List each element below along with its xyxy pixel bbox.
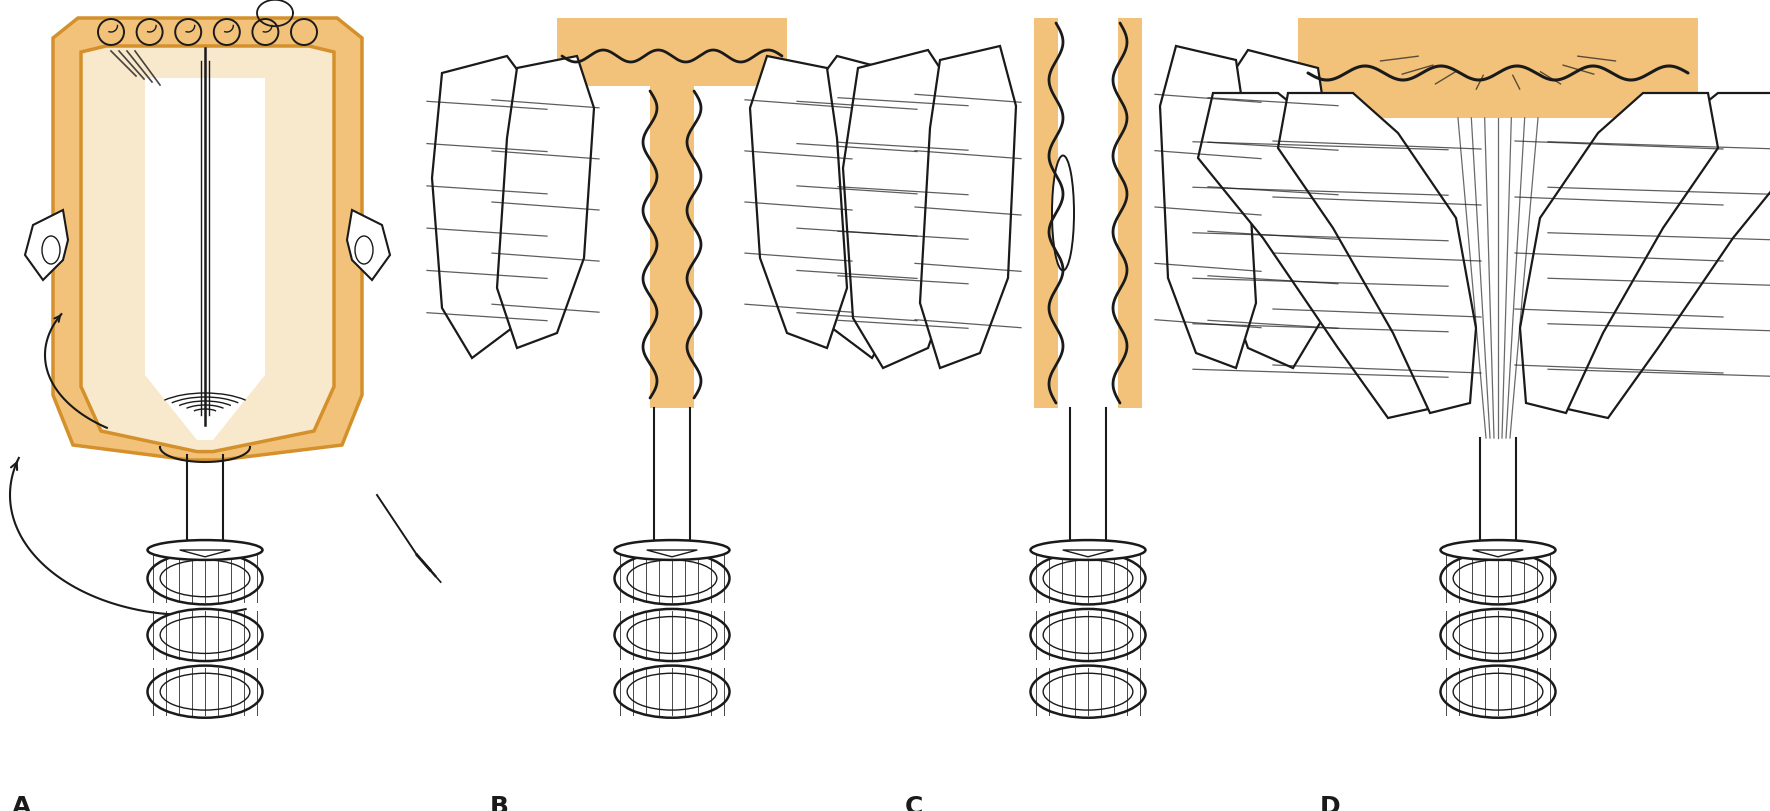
- Polygon shape: [1520, 93, 1719, 413]
- Polygon shape: [497, 56, 595, 348]
- Polygon shape: [432, 56, 542, 358]
- Ellipse shape: [1441, 666, 1556, 718]
- Ellipse shape: [147, 552, 262, 604]
- Ellipse shape: [1030, 540, 1145, 560]
- Polygon shape: [25, 210, 67, 280]
- Polygon shape: [1278, 93, 1476, 413]
- Ellipse shape: [147, 540, 262, 560]
- Polygon shape: [1034, 18, 1058, 408]
- Ellipse shape: [1051, 156, 1074, 271]
- Ellipse shape: [1030, 666, 1145, 718]
- Ellipse shape: [1441, 540, 1556, 560]
- Text: C: C: [904, 795, 924, 811]
- Text: B: B: [490, 795, 510, 811]
- Polygon shape: [1119, 18, 1142, 408]
- Ellipse shape: [1030, 552, 1145, 604]
- Ellipse shape: [147, 609, 262, 661]
- Polygon shape: [1212, 50, 1333, 368]
- Polygon shape: [1198, 93, 1443, 418]
- PathPatch shape: [53, 18, 363, 460]
- Ellipse shape: [1030, 609, 1145, 661]
- Polygon shape: [558, 18, 788, 408]
- Polygon shape: [1297, 18, 1697, 118]
- Polygon shape: [802, 56, 912, 358]
- Ellipse shape: [614, 609, 729, 661]
- Text: D: D: [1320, 795, 1340, 811]
- Ellipse shape: [614, 552, 729, 604]
- Polygon shape: [81, 46, 335, 452]
- Polygon shape: [843, 50, 963, 368]
- Polygon shape: [145, 78, 266, 440]
- Polygon shape: [1552, 93, 1770, 418]
- Ellipse shape: [1441, 609, 1556, 661]
- Polygon shape: [920, 46, 1016, 368]
- Text: A: A: [12, 795, 32, 811]
- Polygon shape: [750, 56, 848, 348]
- Polygon shape: [1159, 46, 1257, 368]
- Ellipse shape: [147, 666, 262, 718]
- Ellipse shape: [1441, 552, 1556, 604]
- Ellipse shape: [614, 666, 729, 718]
- Polygon shape: [347, 210, 389, 280]
- Ellipse shape: [614, 540, 729, 560]
